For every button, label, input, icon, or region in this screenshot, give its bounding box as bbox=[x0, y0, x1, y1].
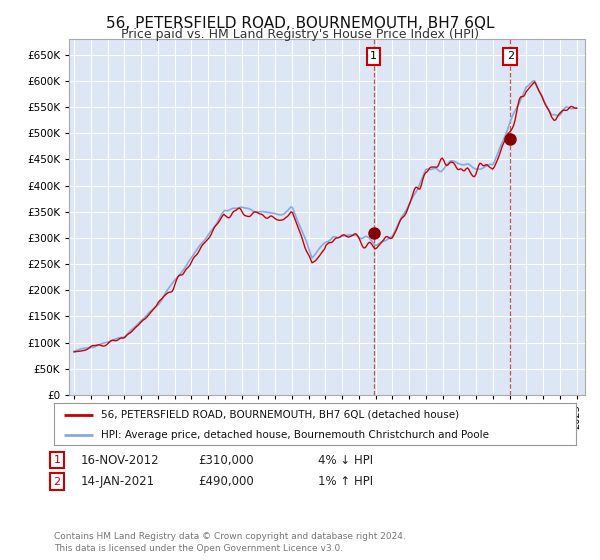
Text: Contains HM Land Registry data © Crown copyright and database right 2024.
This d: Contains HM Land Registry data © Crown c… bbox=[54, 533, 406, 553]
Text: 56, PETERSFIELD ROAD, BOURNEMOUTH, BH7 6QL (detached house): 56, PETERSFIELD ROAD, BOURNEMOUTH, BH7 6… bbox=[101, 410, 459, 420]
Text: 1: 1 bbox=[53, 455, 61, 465]
Text: 1: 1 bbox=[370, 52, 377, 62]
Text: 4% ↓ HPI: 4% ↓ HPI bbox=[318, 454, 373, 467]
Text: 1% ↑ HPI: 1% ↑ HPI bbox=[318, 475, 373, 488]
Text: HPI: Average price, detached house, Bournemouth Christchurch and Poole: HPI: Average price, detached house, Bour… bbox=[101, 430, 489, 440]
Text: 2: 2 bbox=[507, 52, 514, 62]
Text: 14-JAN-2021: 14-JAN-2021 bbox=[81, 475, 155, 488]
Text: 2: 2 bbox=[53, 477, 61, 487]
Text: £310,000: £310,000 bbox=[198, 454, 254, 467]
Text: 56, PETERSFIELD ROAD, BOURNEMOUTH, BH7 6QL: 56, PETERSFIELD ROAD, BOURNEMOUTH, BH7 6… bbox=[106, 16, 494, 31]
Text: £490,000: £490,000 bbox=[198, 475, 254, 488]
Text: Price paid vs. HM Land Registry's House Price Index (HPI): Price paid vs. HM Land Registry's House … bbox=[121, 28, 479, 41]
Text: 16-NOV-2012: 16-NOV-2012 bbox=[81, 454, 160, 467]
